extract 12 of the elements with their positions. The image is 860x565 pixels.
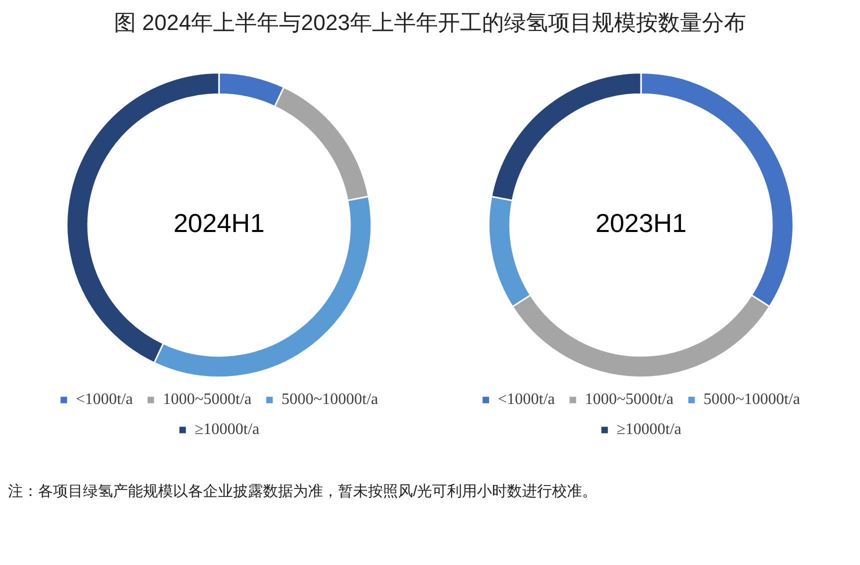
text: 图 2024年上半年与2023年上半年开工的绿氢项目规模按数量分布 <box>113 9 747 37</box>
text: 2023H1 <box>595 208 687 238</box>
legend-label: 1000~5000t/a <box>162 391 252 408</box>
legend-label: <1000t/a <box>76 391 133 408</box>
text: 注：各项目绿氢产能规模以各企业披露数据为准，暂未按照风/光可利用小时数进行校准。 <box>8 482 598 501</box>
legend-label: ≥10000t/a <box>616 421 682 438</box>
legend-label: ≥10000t/a <box>194 421 260 438</box>
legend-label: 1000~5000t/a <box>584 391 674 408</box>
text: 2024H1 <box>173 208 265 238</box>
legend-label: 5000~10000t/a <box>704 391 800 408</box>
legend-label: 5000~10000t/a <box>282 391 378 408</box>
legend-label: <1000t/a <box>498 391 555 408</box>
